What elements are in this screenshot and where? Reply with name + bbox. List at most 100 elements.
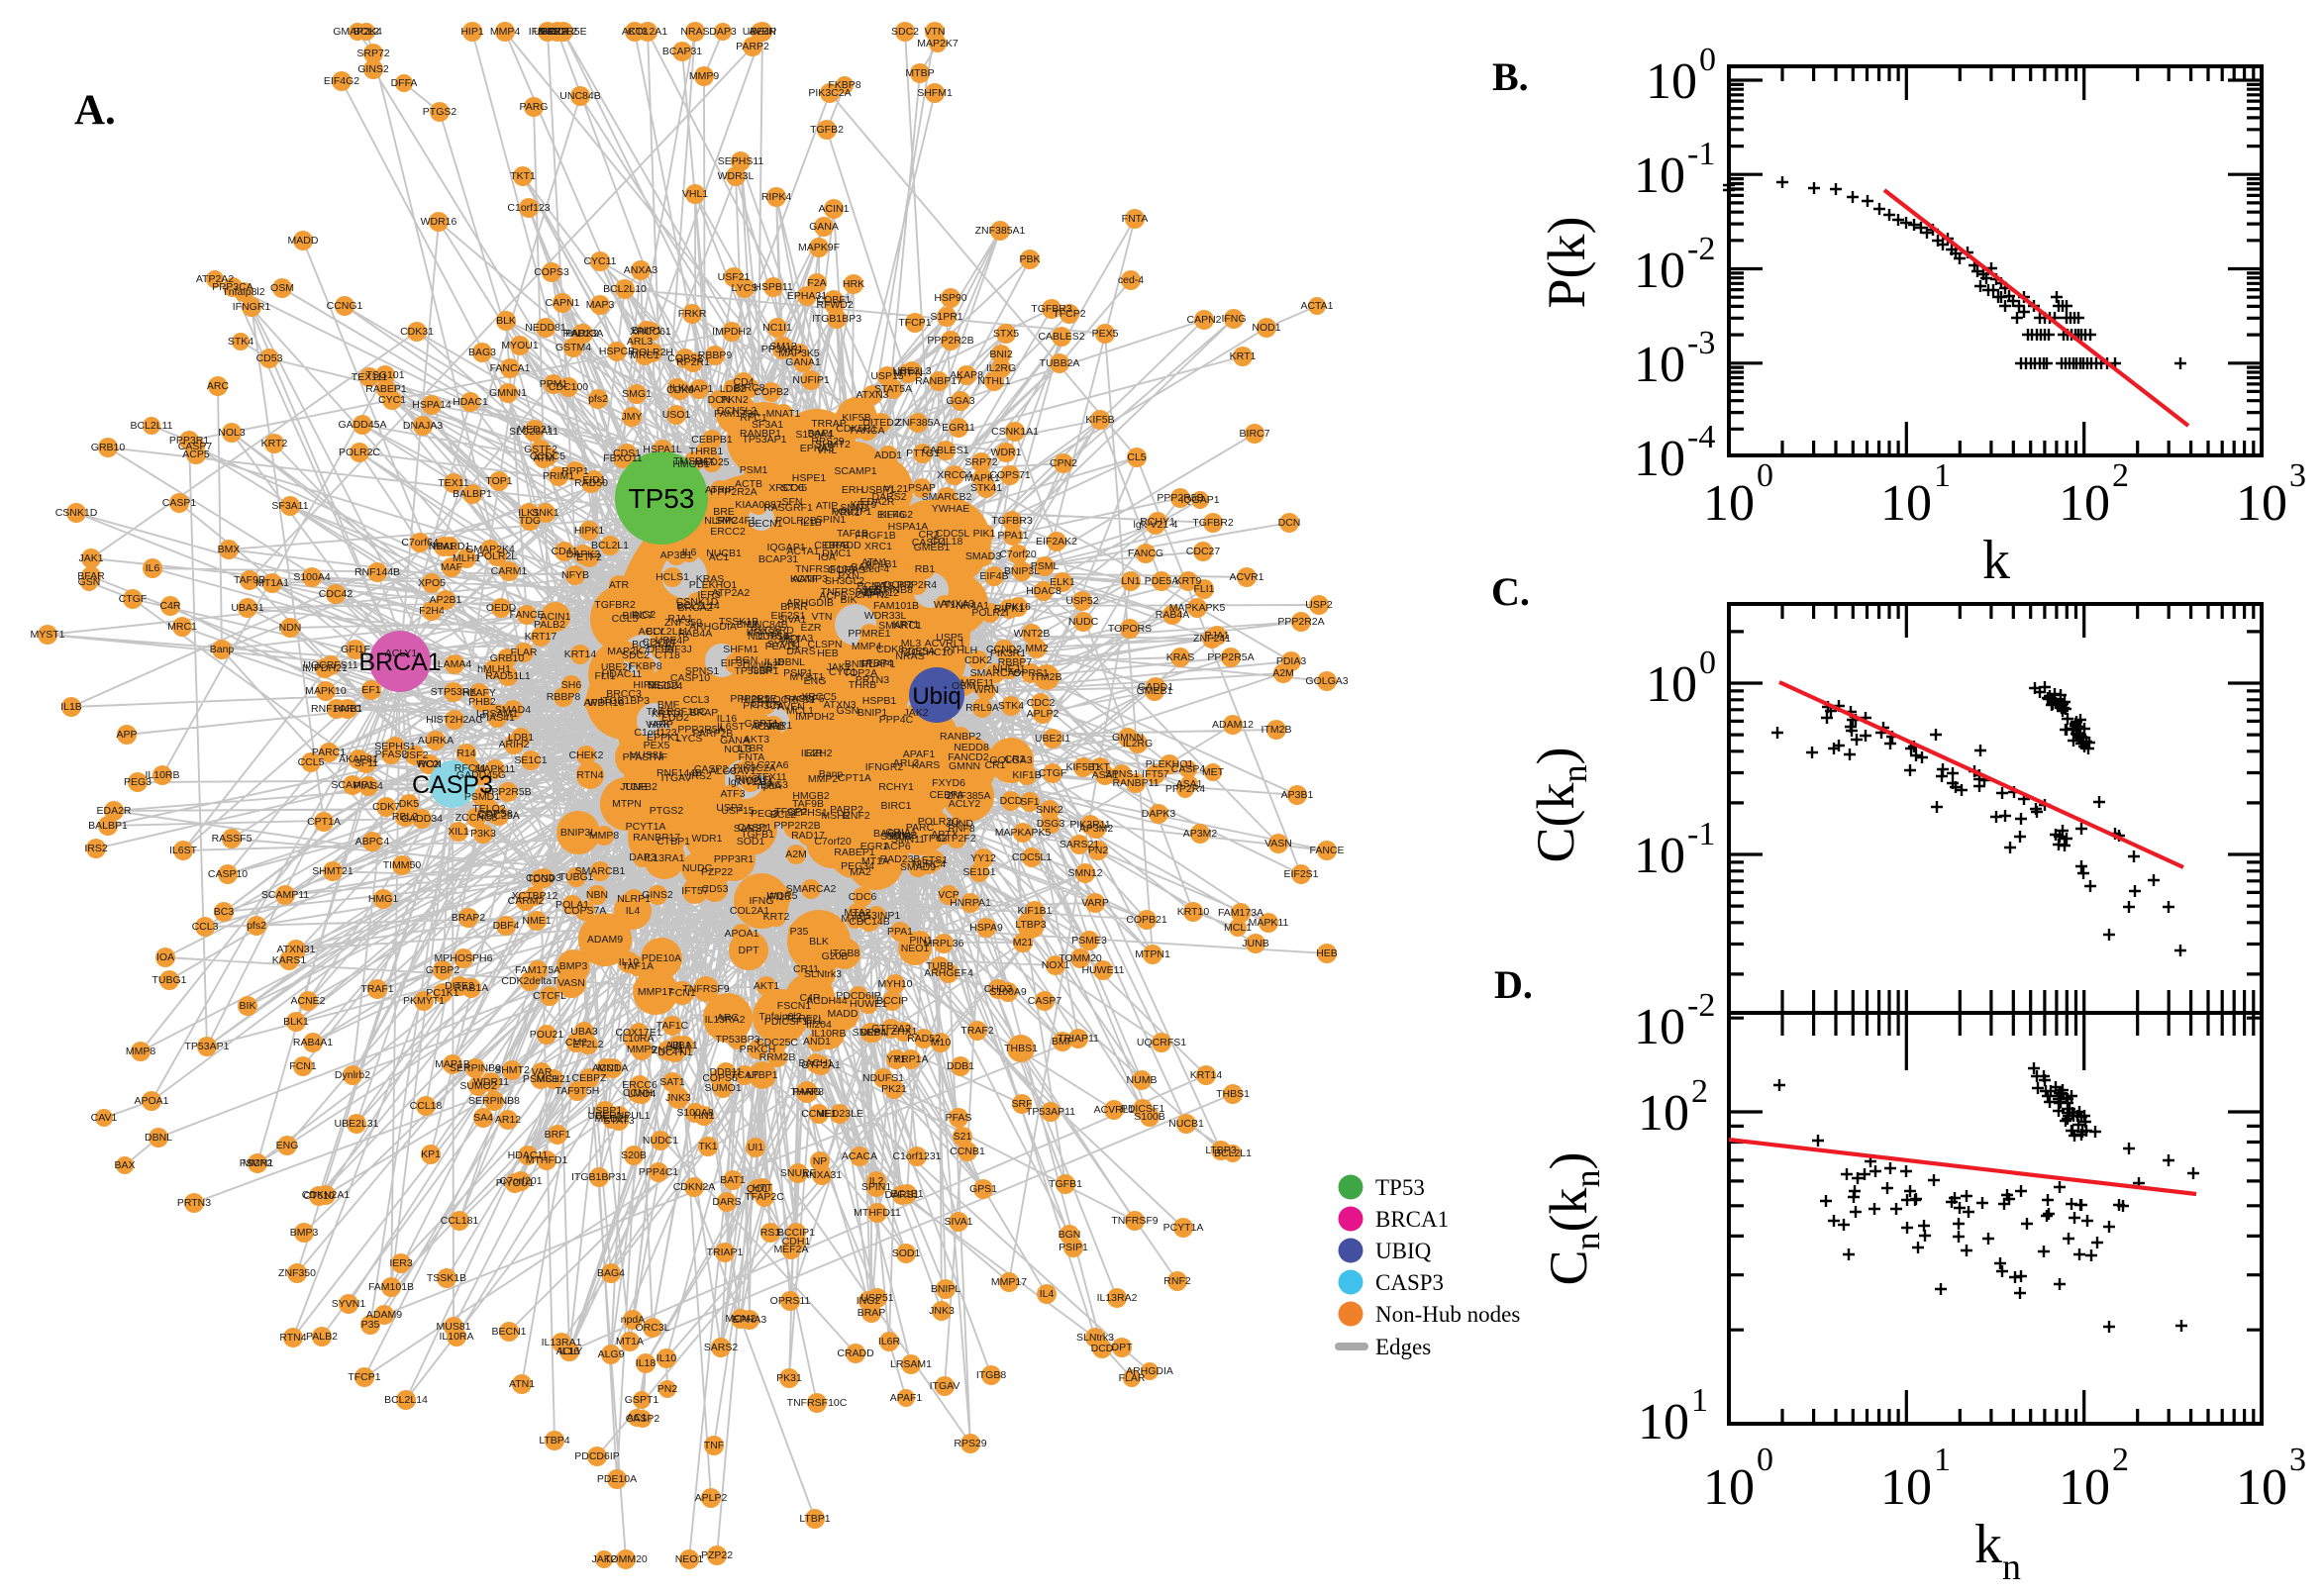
svg-text:RCHY1: RCHY1	[1140, 516, 1175, 528]
svg-text:TP53: TP53	[1375, 1175, 1425, 1200]
svg-text:ADD1: ADD1	[874, 449, 902, 461]
svg-text:TGFB2: TGFB2	[810, 124, 844, 136]
svg-text:DCD: DCD	[1000, 795, 1023, 807]
svg-text:NRAS: NRAS	[680, 26, 709, 38]
svg-text:SMG1: SMG1	[622, 388, 652, 400]
svg-text:PEA15: PEA15	[765, 641, 798, 652]
svg-text:SHFM1: SHFM1	[723, 644, 758, 655]
svg-text:TOPORS: TOPORS	[1108, 623, 1152, 635]
svg-text:CCL18: CCL18	[410, 1100, 443, 1112]
svg-text:GSPT1: GSPT1	[745, 718, 779, 730]
svg-text:SMARCB1: SMARCB1	[575, 865, 626, 877]
svg-text:PZP22: PZP22	[701, 1549, 733, 1561]
svg-text:LTBP3: LTBP3	[1015, 919, 1046, 931]
svg-text:VTN: VTN	[925, 26, 946, 38]
svg-text:UBA31: UBA31	[231, 602, 263, 614]
svg-text:MTHFD11: MTHFD11	[854, 1207, 901, 1219]
svg-text:KIAA0087: KIAA0087	[735, 499, 781, 511]
svg-text:CLSPN: CLSPN	[807, 639, 842, 650]
svg-text:MAPKAPK5: MAPKAPK5	[1169, 602, 1226, 614]
svg-text:MYOU1: MYOU1	[501, 340, 539, 351]
svg-text:F2A: F2A	[807, 277, 826, 289]
svg-text:HCLS1: HCLS1	[656, 571, 689, 583]
svg-text:FANCA1: FANCA1	[490, 362, 531, 374]
svg-text:ILK1: ILK1	[518, 507, 540, 519]
svg-text:CPN2: CPN2	[1050, 457, 1077, 469]
svg-text:THAP8: THAP8	[790, 1086, 824, 1098]
svg-text:UBE2L31: UBE2L31	[335, 1118, 379, 1130]
svg-text:DDB11: DDB11	[709, 1066, 742, 1078]
svg-text:PK31: PK31	[776, 1372, 802, 1384]
svg-text:CDC42: CDC42	[319, 588, 354, 600]
svg-text:EIF2S1: EIF2S1	[1283, 868, 1318, 880]
svg-text:GTF2F2: GTF2F2	[937, 833, 975, 845]
svg-text:HSP90: HSP90	[934, 292, 966, 304]
svg-text:0: 0	[1699, 645, 1716, 681]
svg-text:HSPA14: HSPA14	[412, 399, 452, 411]
svg-text:NUMB: NUMB	[1127, 1074, 1158, 1086]
svg-text:ITGB1BP3: ITGB1BP3	[812, 313, 861, 325]
svg-text:ALG9: ALG9	[598, 1348, 625, 1360]
svg-text:NBN: NBN	[586, 889, 608, 901]
svg-text:10: 10	[1634, 999, 1685, 1055]
svg-text:BNIP3L: BNIP3L	[1004, 565, 1040, 577]
svg-text:BLK1: BLK1	[283, 1016, 309, 1028]
svg-text:HSPA1L: HSPA1L	[643, 444, 682, 455]
svg-text:BCL2L11: BCL2L11	[130, 420, 172, 432]
svg-text:SM12: SM12	[769, 341, 797, 352]
svg-text:PDCD6IP: PDCD6IP	[574, 1450, 620, 1462]
svg-text:EIF2S1: EIF2S1	[770, 610, 805, 622]
svg-text:TNFRSF10D: TNFRSF10D	[821, 586, 881, 598]
svg-text:MAP2K7: MAP2K7	[917, 38, 959, 50]
svg-text:C7orf64: C7orf64	[401, 537, 439, 549]
svg-text:DAP3: DAP3	[629, 851, 656, 863]
svg-text:TGFB1: TGFB1	[1049, 1178, 1082, 1190]
svg-text:BCL2L14: BCL2L14	[384, 1394, 428, 1406]
svg-text:SMAD4: SMAD4	[495, 704, 531, 716]
svg-text:AP3B1: AP3B1	[660, 549, 693, 561]
svg-text:Tnfaip8l2: Tnfaip8l2	[222, 286, 264, 298]
svg-text:PXN: PXN	[838, 570, 859, 582]
svg-text:CYC1: CYC1	[378, 394, 406, 406]
svg-text:3: 3	[2289, 457, 2306, 494]
svg-text:BIK: BIK	[240, 1000, 256, 1012]
svg-text:IL6R: IL6R	[878, 1336, 901, 1347]
svg-text:CASP1: CASP1	[162, 497, 197, 509]
svg-text:SEPHS1: SEPHS1	[374, 741, 416, 752]
svg-text:TGFBR2: TGFBR2	[594, 599, 636, 611]
svg-text:RNF144B: RNF144B	[354, 566, 400, 578]
svg-text:C7orf20: C7orf20	[999, 549, 1037, 560]
svg-text:IOA: IOA	[156, 951, 174, 963]
svg-text:CASP10: CASP10	[208, 868, 248, 880]
svg-text:10: 10	[1880, 1459, 1932, 1516]
svg-text:DCD: DCD	[1091, 1343, 1114, 1354]
svg-text:ERH: ERH	[842, 484, 863, 496]
svg-text:AP3B1: AP3B1	[1281, 789, 1314, 801]
svg-text:BCCIP1: BCCIP1	[777, 1227, 815, 1239]
svg-text:KARS: KARS	[912, 759, 941, 771]
svg-text:RPS29: RPS29	[954, 1438, 986, 1449]
svg-text:FLAR: FLAR	[511, 647, 538, 658]
svg-text:CDK7: CDK7	[372, 801, 400, 813]
svg-text:ITGAV: ITGAV	[930, 1380, 960, 1392]
svg-text:ATR: ATR	[609, 579, 630, 591]
svg-text:CASP7: CASP7	[1028, 995, 1062, 1007]
svg-text:BCL2: BCL2	[770, 809, 796, 821]
svg-text:MTBP: MTBP	[905, 67, 934, 79]
svg-text:RAB1A: RAB1A	[454, 982, 488, 994]
svg-text:TRIAP1: TRIAP1	[707, 1247, 744, 1258]
svg-text:DAP3: DAP3	[709, 26, 737, 38]
svg-text:PARG: PARG	[520, 101, 549, 113]
svg-text:MEF2A: MEF2A	[773, 1244, 808, 1255]
svg-text:CAPN2: CAPN2	[1186, 314, 1221, 326]
svg-text:S100A8: S100A8	[676, 1107, 714, 1119]
svg-text:A2M: A2M	[785, 848, 807, 860]
svg-text:UQCRFS1: UQCRFS1	[1137, 1037, 1186, 1048]
svg-text:S100A4: S100A4	[293, 571, 331, 583]
svg-text:-2: -2	[1687, 231, 1715, 267]
svg-text:BRAP: BRAP	[858, 1307, 886, 1319]
svg-text:BRCA2: BRCA2	[677, 602, 712, 614]
svg-text:DSG3: DSG3	[1037, 818, 1065, 830]
svg-text:VASN: VASN	[1264, 838, 1292, 849]
svg-text:YWHAE: YWHAE	[932, 503, 970, 515]
